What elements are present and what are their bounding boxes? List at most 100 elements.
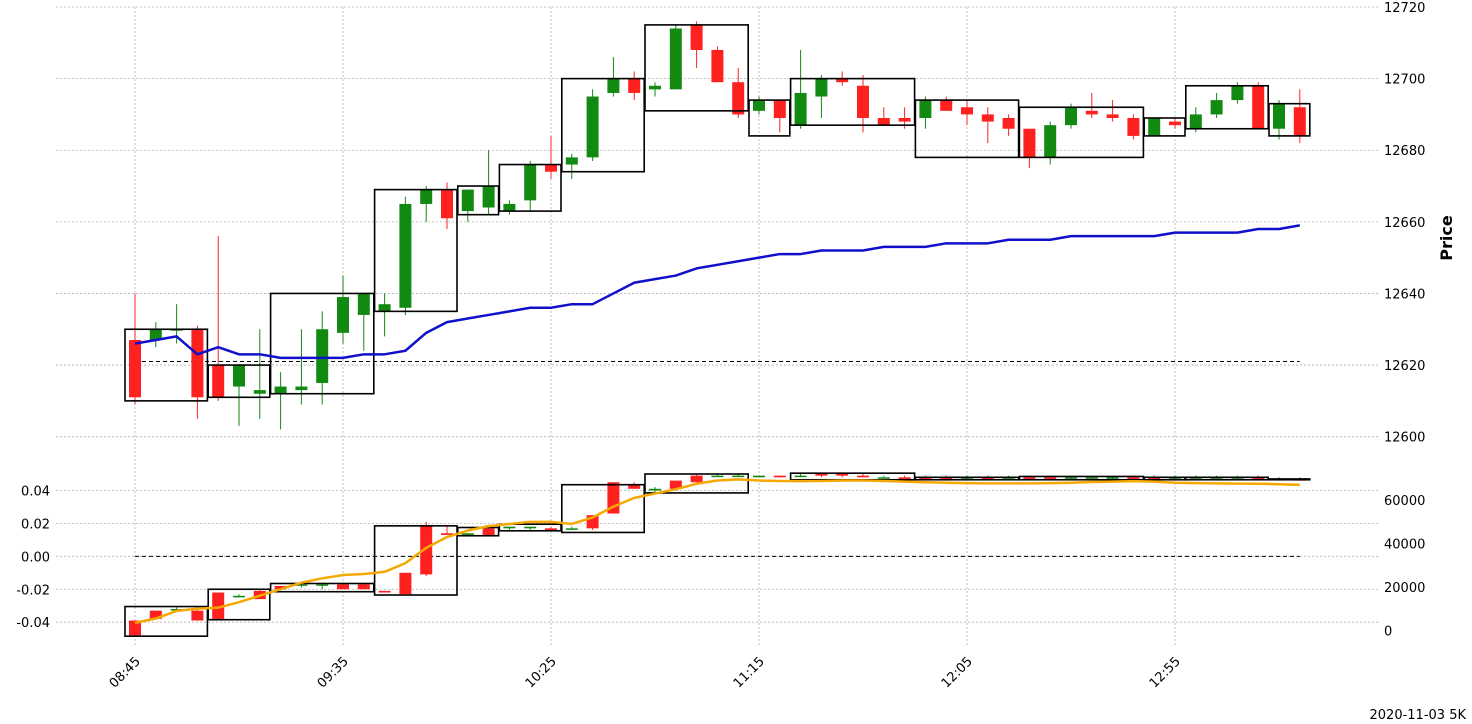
sub-candle-body xyxy=(1106,477,1119,479)
price-tick-label: 12620 xyxy=(1384,359,1425,374)
price-candle xyxy=(669,24,682,90)
price-candle-body xyxy=(1065,107,1077,126)
price-candle-body xyxy=(1273,103,1285,129)
price-candle-body xyxy=(461,189,474,212)
price-candle xyxy=(690,21,703,68)
sub-right-tick-label: 20000 xyxy=(1384,581,1425,596)
price-candle-body xyxy=(503,203,516,212)
price-candle-body xyxy=(690,24,703,50)
sub-candle xyxy=(441,526,453,535)
price-candle-body xyxy=(711,49,724,83)
sub-candle xyxy=(794,474,807,478)
sub-candle-body xyxy=(1252,477,1265,479)
sub-range-box xyxy=(207,588,271,621)
price-candle xyxy=(586,89,599,161)
price-range-box xyxy=(269,292,375,395)
price-range-box xyxy=(456,185,500,216)
price-range-box xyxy=(207,364,271,399)
sub-candle-body xyxy=(461,533,474,535)
sub-candle xyxy=(503,526,516,530)
sub-range-box xyxy=(560,483,645,534)
price-candle-body xyxy=(607,78,620,93)
price-candle-body xyxy=(753,100,765,111)
price-candle xyxy=(461,189,474,222)
sub-candle-body xyxy=(857,475,869,478)
price-candle-body xyxy=(898,118,911,122)
x-tick-label: 12:05 xyxy=(939,654,976,691)
sub-candle-body xyxy=(815,474,828,476)
sub-candle xyxy=(545,526,557,530)
price-candle-body xyxy=(295,386,308,391)
price-candle xyxy=(732,67,745,118)
sub-candle-body xyxy=(545,528,557,530)
price-candle-body xyxy=(669,28,682,90)
price-range-box xyxy=(124,328,209,402)
price-tick-label: 12600 xyxy=(1384,431,1425,446)
price-candle xyxy=(545,135,557,179)
sub-average-line xyxy=(134,478,1300,625)
sub-candle-body xyxy=(420,525,433,575)
price-candle xyxy=(607,57,620,97)
sub-candle-body xyxy=(669,480,682,489)
price-candle xyxy=(649,82,661,97)
sub-panel xyxy=(124,472,1311,637)
price-candle-body xyxy=(274,386,287,394)
price-candle xyxy=(815,75,828,118)
price-candle-body xyxy=(357,293,370,315)
price-candle-body xyxy=(524,164,537,201)
sub-candle-body xyxy=(337,584,349,590)
sub-candle xyxy=(565,526,578,530)
price-candle xyxy=(919,96,932,129)
price-candle-body xyxy=(565,157,578,165)
sub-candle-body xyxy=(711,475,724,478)
price-candle-body xyxy=(877,118,890,126)
price-candle-body xyxy=(1231,85,1244,101)
sub-left-tick-label: -0.02 xyxy=(16,583,50,598)
price-candle xyxy=(1210,92,1223,118)
sub-candle-body xyxy=(482,528,495,535)
price-candle xyxy=(628,71,641,101)
grid-layer xyxy=(56,6,1380,645)
x-tick-label: 08:45 xyxy=(107,654,144,691)
sub-candle xyxy=(649,487,661,493)
price-candle-body xyxy=(961,107,973,115)
sub-candle xyxy=(898,475,911,479)
price-candle-body xyxy=(1169,121,1181,126)
sub-candle xyxy=(836,474,849,478)
price-range-box xyxy=(644,24,749,112)
price-candle-body xyxy=(129,340,141,398)
sub-candle-body xyxy=(628,485,641,489)
sub-candle-body xyxy=(441,533,453,535)
price-candle xyxy=(773,100,786,133)
sub-candle xyxy=(129,620,141,636)
sub-right-tick-label: 40000 xyxy=(1384,538,1425,553)
sub-right-tick-label: 0 xyxy=(1384,624,1392,639)
sub-candle-body xyxy=(1148,477,1161,479)
price-candle xyxy=(1127,114,1140,140)
price-candle-body xyxy=(1085,110,1098,115)
price-candle-body xyxy=(1044,125,1057,158)
sub-candle-body xyxy=(1044,477,1057,479)
sub-candle-body xyxy=(503,526,516,529)
price-candle xyxy=(129,293,141,405)
sub-candle xyxy=(773,475,786,478)
sub-candle-body xyxy=(399,572,412,595)
price-candle xyxy=(524,160,537,212)
sub-left-tick-label: 0.02 xyxy=(21,517,50,532)
sub-candle-body xyxy=(1127,477,1140,479)
price-candle-body xyxy=(233,365,245,387)
price-range-box xyxy=(373,188,458,313)
price-range-box xyxy=(560,77,645,173)
price-candle-body xyxy=(337,297,349,333)
price-candle xyxy=(1023,128,1036,169)
price-candle xyxy=(1293,89,1306,144)
price-candle-body xyxy=(399,203,412,308)
sub-range-box xyxy=(373,525,458,596)
sub-candle xyxy=(815,474,828,478)
price-candle xyxy=(1002,114,1015,136)
price-candle xyxy=(1252,82,1265,129)
price-candle-body xyxy=(919,100,932,118)
price-candle xyxy=(1106,100,1119,122)
price-candle xyxy=(149,322,162,348)
